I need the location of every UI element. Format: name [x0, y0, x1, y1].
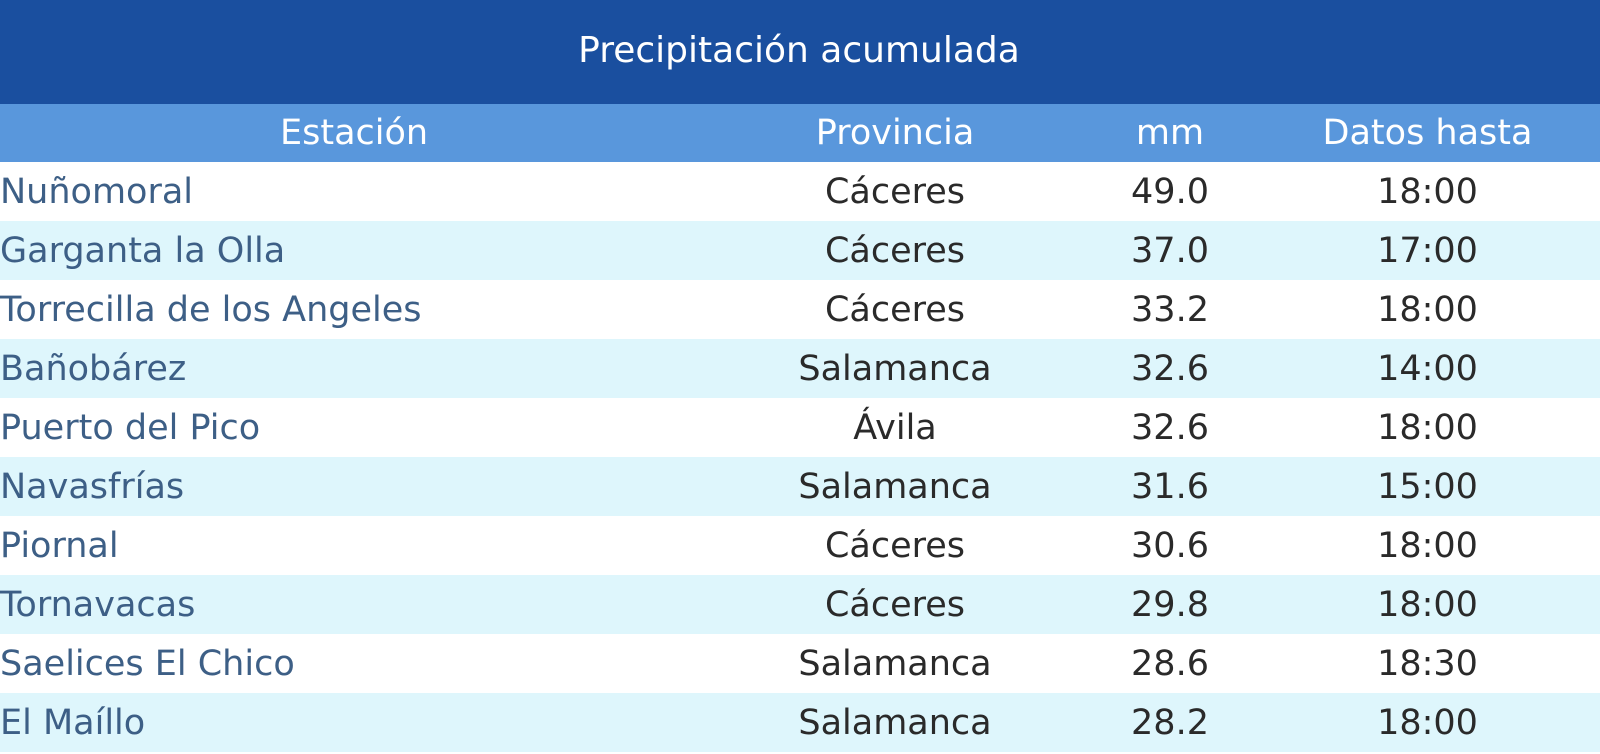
- province-cell: Cáceres: [824, 584, 966, 625]
- mm-cell: 28.6: [1131, 643, 1209, 684]
- province-cell: Salamanca: [798, 466, 992, 507]
- table-body: Nuñomoral Cáceres 49.0 18:00 Garganta la…: [0, 162, 1600, 752]
- until-cell: 14:00: [1377, 348, 1478, 389]
- station-cell: Bañobárez: [0, 348, 187, 389]
- column-header-mm: mm: [1135, 113, 1205, 153]
- table-row: Puerto del Pico Ávila 32.6 18:00: [0, 398, 1600, 457]
- precipitation-table: Estación Provincia mm Datos hasta Nuñomo…: [0, 104, 1600, 752]
- station-cell: Navasfrías: [0, 466, 185, 507]
- mm-cell: 29.8: [1131, 584, 1209, 625]
- station-cell: Piornal: [0, 525, 119, 566]
- header-row: Estación Provincia mm Datos hasta: [0, 104, 1600, 162]
- table-header: Estación Provincia mm Datos hasta: [0, 104, 1600, 162]
- column-header-until: Datos hasta: [1322, 113, 1533, 153]
- table-row: Garganta la Olla Cáceres 37.0 17:00: [0, 221, 1600, 280]
- province-cell: Ávila: [853, 407, 937, 448]
- table-row: El Maíllo Salamanca 28.2 18:00: [0, 693, 1600, 752]
- widget-title: Precipitación acumulada: [578, 29, 1020, 71]
- mm-cell: 28.2: [1131, 702, 1209, 743]
- table-row: Nuñomoral Cáceres 49.0 18:00: [0, 162, 1600, 221]
- station-cell: Saelices El Chico: [0, 643, 295, 684]
- until-cell: 18:00: [1377, 289, 1478, 330]
- column-header-province: Provincia: [815, 113, 975, 153]
- until-cell: 15:00: [1377, 466, 1478, 507]
- mm-cell: 32.6: [1131, 348, 1209, 389]
- table-row: Navasfrías Salamanca 31.6 15:00: [0, 457, 1600, 516]
- province-cell: Cáceres: [824, 171, 966, 212]
- province-cell: Salamanca: [798, 702, 992, 743]
- title-bar: Precipitación acumulada: [0, 0, 1600, 104]
- table-row: Tornavacas Cáceres 29.8 18:00: [0, 575, 1600, 634]
- until-cell: 18:00: [1377, 584, 1478, 625]
- until-cell: 18:00: [1377, 525, 1478, 566]
- column-header-station: Estación: [280, 113, 429, 153]
- province-cell: Salamanca: [798, 643, 992, 684]
- table-row: Bañobárez Salamanca 32.6 14:00: [0, 339, 1600, 398]
- station-cell: Nuñomoral: [0, 171, 194, 212]
- station-cell: Tornavacas: [0, 584, 196, 625]
- until-cell: 17:00: [1377, 230, 1478, 271]
- mm-cell: 33.2: [1131, 289, 1209, 330]
- mm-cell: 32.6: [1131, 407, 1209, 448]
- until-cell: 18:00: [1377, 407, 1478, 448]
- table-row: Torrecilla de los Angeles Cáceres 33.2 1…: [0, 280, 1600, 339]
- table-row: Saelices El Chico Salamanca 28.6 18:30: [0, 634, 1600, 693]
- mm-cell: 49.0: [1131, 171, 1209, 212]
- mm-cell: 37.0: [1131, 230, 1209, 271]
- until-cell: 18:00: [1377, 171, 1478, 212]
- station-cell: Puerto del Pico: [0, 407, 261, 448]
- province-cell: Cáceres: [824, 230, 966, 271]
- until-cell: 18:00: [1377, 702, 1478, 743]
- until-cell: 18:30: [1377, 643, 1478, 684]
- station-cell: El Maíllo: [0, 702, 146, 743]
- province-cell: Salamanca: [798, 348, 992, 389]
- table-row: Piornal Cáceres 30.6 18:00: [0, 516, 1600, 575]
- province-cell: Cáceres: [824, 289, 966, 330]
- province-cell: Cáceres: [824, 525, 966, 566]
- station-cell: Torrecilla de los Angeles: [0, 289, 422, 330]
- mm-cell: 30.6: [1131, 525, 1209, 566]
- station-cell: Garganta la Olla: [0, 230, 286, 271]
- mm-cell: 31.6: [1131, 466, 1209, 507]
